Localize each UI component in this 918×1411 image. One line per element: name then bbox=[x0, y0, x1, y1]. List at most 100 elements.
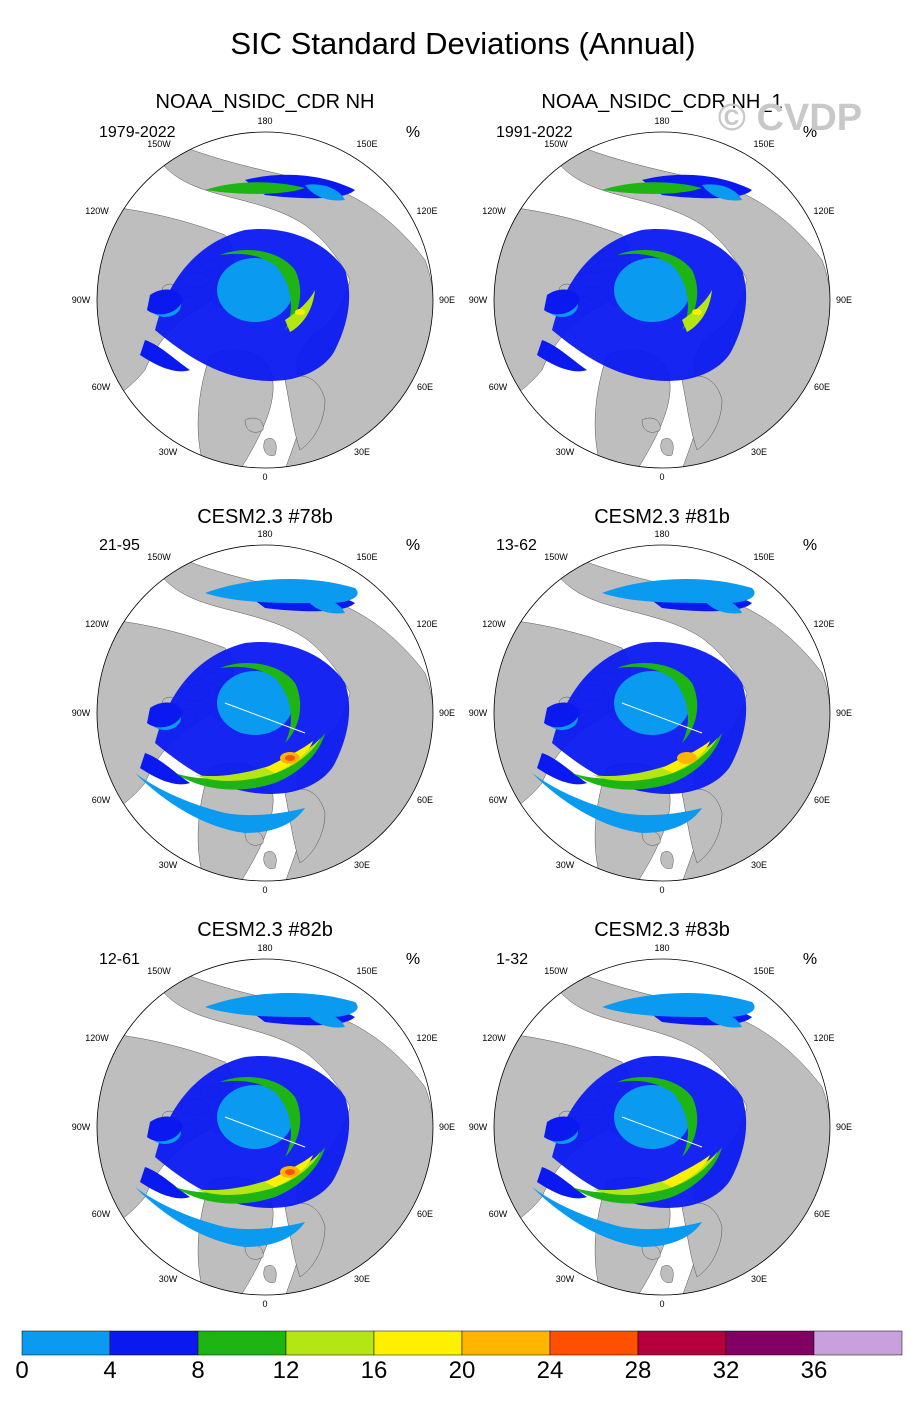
longitude-label: 30W bbox=[159, 1274, 178, 1284]
panel-period: 21-95 bbox=[99, 537, 140, 554]
longitude-label: 120E bbox=[416, 206, 437, 216]
longitude-label: 90E bbox=[439, 708, 455, 718]
map-border bbox=[96, 544, 434, 882]
map-panel: CESM2.3 #82b 12-61 % 180 0 90W 90E 150W 120W 60W 3… bbox=[72, 919, 455, 1309]
longitude-label: 120E bbox=[813, 1033, 834, 1043]
colorbar-label: 0 bbox=[15, 1357, 28, 1384]
land-mass bbox=[660, 1265, 674, 1283]
longitude-label: 90W bbox=[469, 1122, 488, 1132]
longitude-label: 120E bbox=[416, 1033, 437, 1043]
longitude-label: 150E bbox=[356, 139, 377, 149]
longitude-label: 150E bbox=[356, 552, 377, 562]
land-mass bbox=[284, 1202, 326, 1278]
panel-title: CESM2.3 #81b bbox=[594, 506, 730, 528]
longitude-label: 120W bbox=[85, 206, 109, 216]
longitude-label: 30W bbox=[556, 447, 575, 457]
longitude-label: 0 bbox=[659, 885, 664, 895]
longitude-label: 0 bbox=[262, 885, 267, 895]
panel-title: CESM2.3 #83b bbox=[594, 919, 730, 941]
panel-title: NOAA_NSIDC_CDR NH bbox=[156, 91, 375, 113]
map-border bbox=[493, 131, 831, 469]
longitude-label: 60W bbox=[489, 382, 508, 392]
land-mass bbox=[244, 417, 264, 433]
longitude-label: 90E bbox=[836, 1122, 852, 1132]
colorbar-label: 24 bbox=[537, 1357, 564, 1384]
longitude-label: 120E bbox=[416, 619, 437, 629]
longitude-label: 0 bbox=[262, 472, 267, 482]
panel-title: CESM2.3 #78b bbox=[197, 506, 333, 528]
longitude-label: 90W bbox=[72, 708, 91, 718]
map-border bbox=[96, 958, 434, 1296]
longitude-label: 150E bbox=[753, 966, 774, 976]
longitude-label: 90E bbox=[836, 295, 852, 305]
land-mass bbox=[660, 851, 674, 869]
land-mass bbox=[681, 788, 723, 864]
watermark: © CVDP bbox=[718, 97, 862, 139]
colorbar-swatch bbox=[197, 1330, 287, 1356]
longitude-label: 150W bbox=[544, 552, 568, 562]
longitude-label: 90E bbox=[836, 708, 852, 718]
panel-unit: % bbox=[803, 951, 817, 968]
longitude-label: 0 bbox=[262, 1299, 267, 1309]
longitude-label: 90W bbox=[469, 295, 488, 305]
longitude-label: 120E bbox=[813, 206, 834, 216]
colorbar-swatch bbox=[109, 1330, 199, 1356]
colorbar-swatch bbox=[637, 1330, 727, 1356]
land-mass bbox=[660, 438, 674, 456]
panel-period: 12-61 bbox=[99, 951, 140, 968]
longitude-label: 90E bbox=[439, 1122, 455, 1132]
panel-title: CESM2.3 #82b bbox=[197, 919, 333, 941]
colorbar-swatch bbox=[461, 1330, 551, 1356]
longitude-label: 120E bbox=[813, 619, 834, 629]
longitude-label: 60W bbox=[92, 1209, 111, 1219]
longitude-label: 90E bbox=[439, 295, 455, 305]
longitude-label: 150W bbox=[544, 139, 568, 149]
longitude-label: 30E bbox=[751, 447, 767, 457]
longitude-label: 90W bbox=[469, 708, 488, 718]
longitude-label: 30E bbox=[354, 860, 370, 870]
land-mass bbox=[284, 788, 326, 864]
land-mass bbox=[263, 438, 277, 456]
longitude-label: 180 bbox=[654, 529, 669, 539]
colorbar-swatch bbox=[813, 1330, 903, 1356]
longitude-label: 180 bbox=[257, 116, 272, 126]
longitude-label: 120W bbox=[482, 1033, 506, 1043]
longitude-label: 120W bbox=[85, 1033, 109, 1043]
land-mass bbox=[641, 417, 661, 433]
longitude-label: 60W bbox=[92, 795, 111, 805]
main-title: SIC Standard Deviations (Annual) bbox=[230, 26, 695, 61]
longitude-label: 0 bbox=[659, 1299, 664, 1309]
longitude-label: 150W bbox=[147, 552, 171, 562]
map-panel: CESM2.3 #78b 21-95 % 180 0 90W 90E 150W 120W 60W 3… bbox=[72, 506, 455, 895]
longitude-label: 120W bbox=[482, 619, 506, 629]
longitude-label: 120W bbox=[482, 206, 506, 216]
map-panel: CESM2.3 #83b 1-32 % 180 0 90W 90E 150W 120W 60W 30… bbox=[469, 919, 852, 1309]
panel-unit: % bbox=[406, 537, 420, 554]
longitude-label: 60W bbox=[92, 382, 111, 392]
land-mass bbox=[284, 375, 326, 451]
longitude-label: 30W bbox=[556, 1274, 575, 1284]
colorbar-label: 20 bbox=[449, 1357, 476, 1384]
longitude-label: 150W bbox=[147, 966, 171, 976]
longitude-label: 150E bbox=[753, 139, 774, 149]
longitude-label: 60E bbox=[417, 1209, 433, 1219]
longitude-label: 30E bbox=[354, 447, 370, 457]
longitude-label: 60W bbox=[489, 795, 508, 805]
longitude-label: 60E bbox=[814, 382, 830, 392]
land-mass bbox=[263, 851, 277, 869]
longitude-label: 180 bbox=[257, 943, 272, 953]
longitude-label: 60E bbox=[814, 795, 830, 805]
longitude-label: 30E bbox=[751, 860, 767, 870]
colorbar-label: 4 bbox=[103, 1357, 116, 1384]
map-panel: CESM2.3 #81b 13-62 % 180 0 90W 90E 150W 120W 60W 3… bbox=[469, 506, 852, 895]
colorbar-label: 32 bbox=[713, 1357, 740, 1384]
map-border bbox=[96, 131, 434, 469]
panel-unit: % bbox=[803, 124, 817, 141]
longitude-label: 60E bbox=[814, 1209, 830, 1219]
colorbar-label: 28 bbox=[625, 1357, 652, 1384]
colorbar-label: 12 bbox=[273, 1357, 300, 1384]
colorbar-swatch bbox=[549, 1330, 639, 1356]
longitude-label: 30W bbox=[556, 860, 575, 870]
map-border bbox=[493, 544, 831, 882]
longitude-label: 150W bbox=[147, 139, 171, 149]
